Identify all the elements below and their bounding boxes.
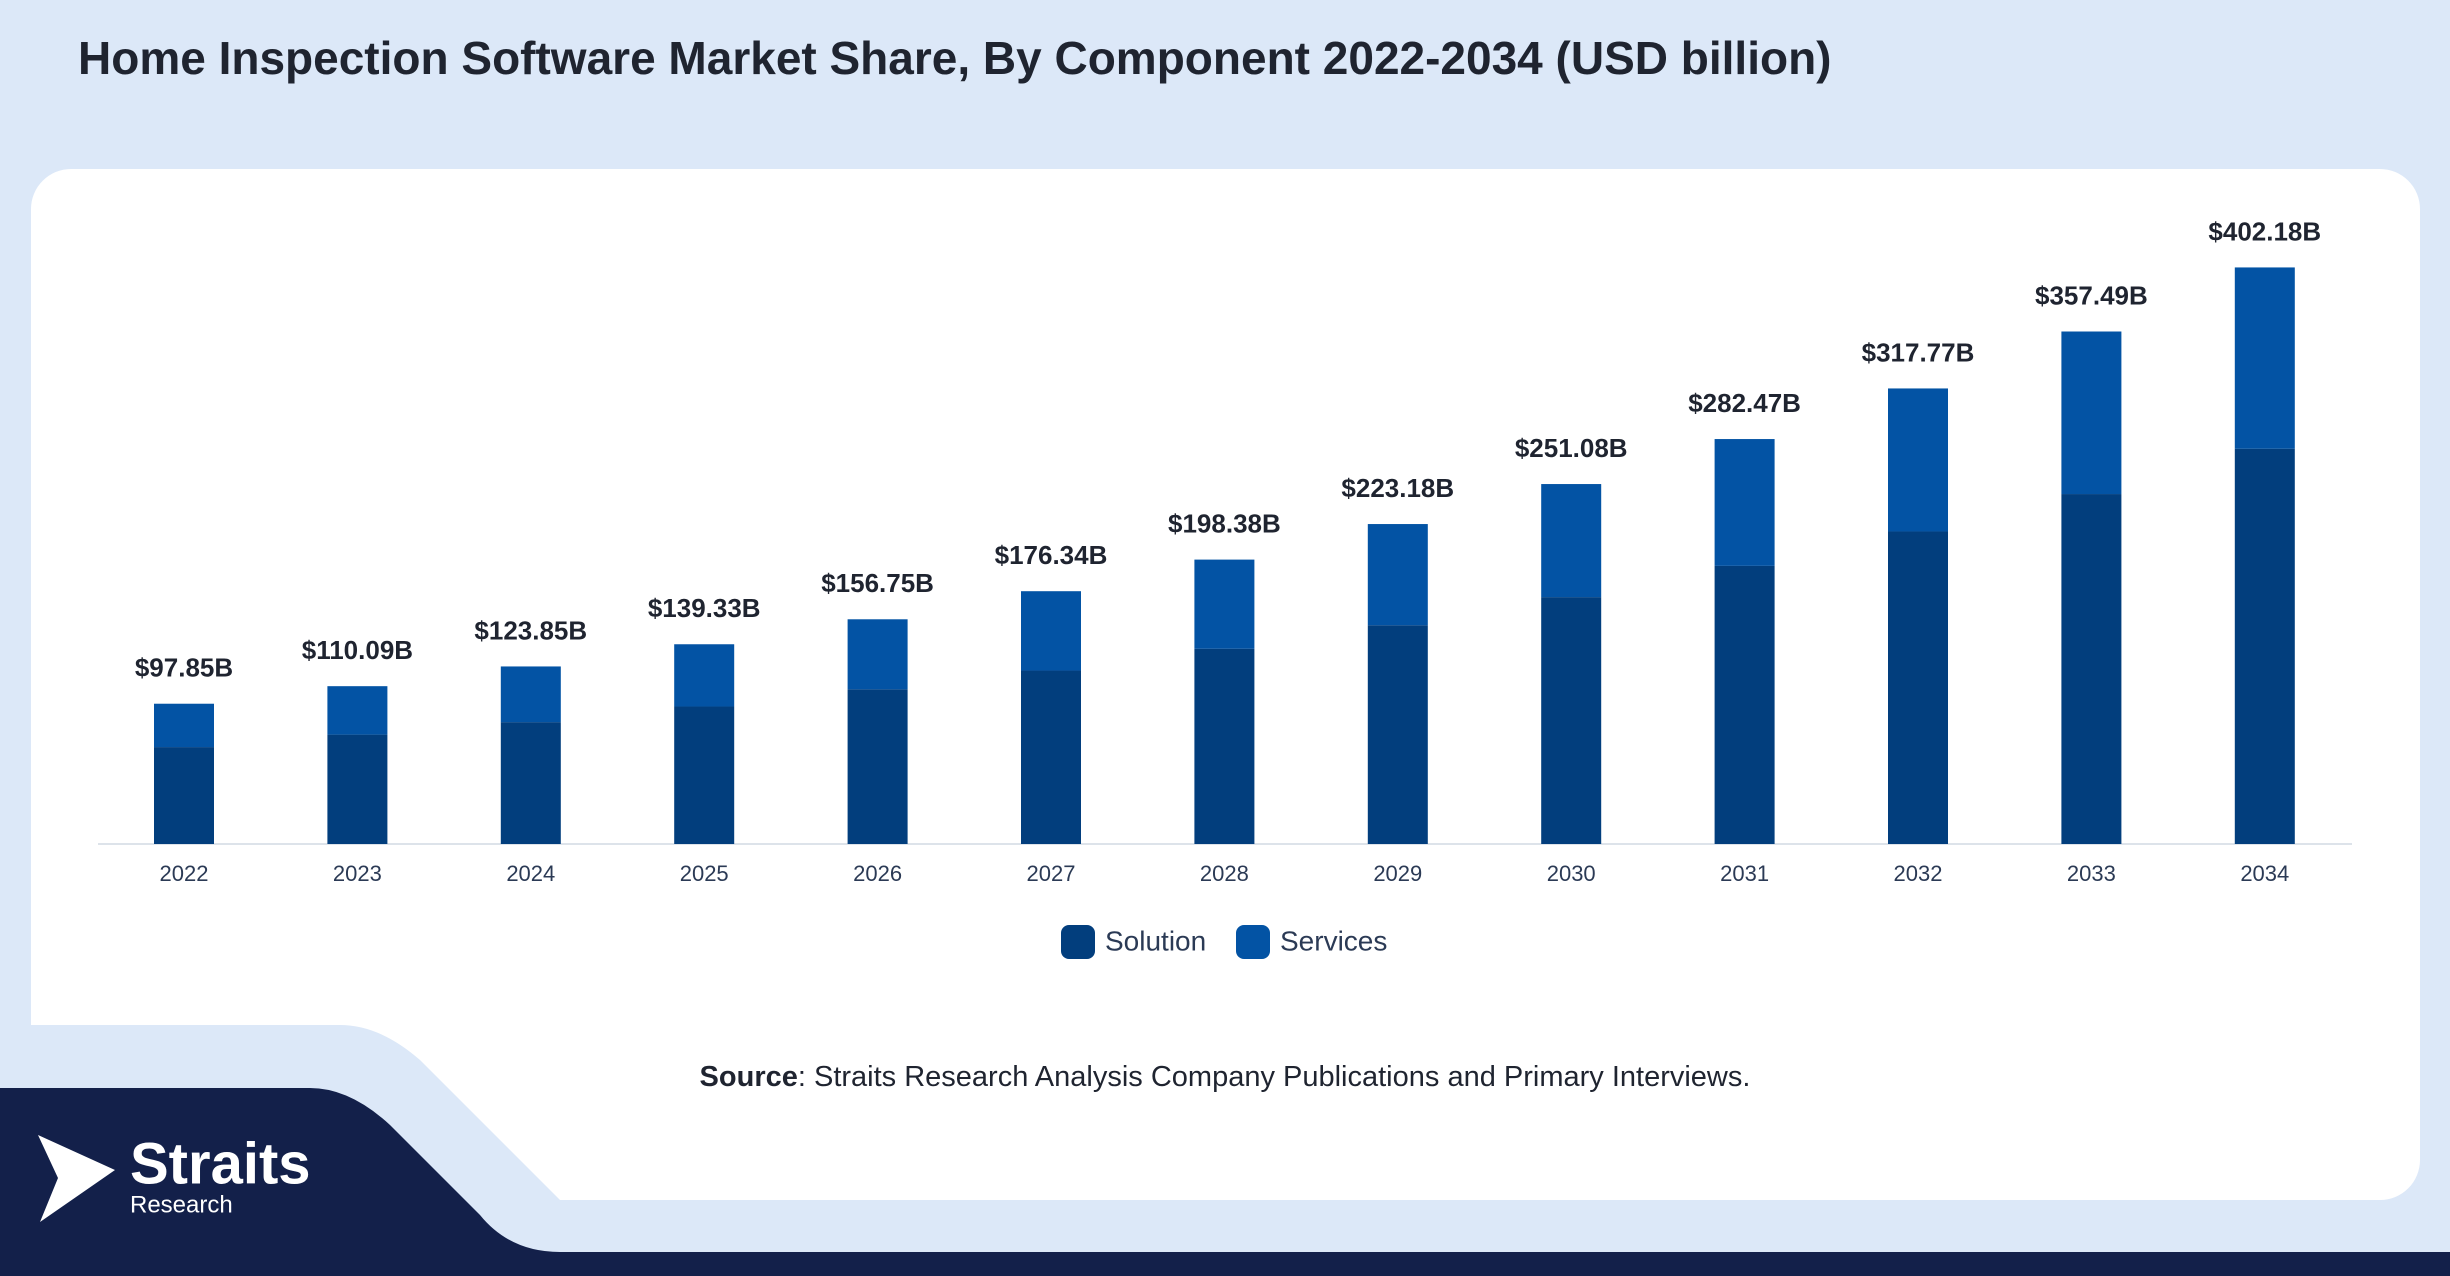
- total-label: $156.75B: [821, 568, 934, 598]
- x-tick-label: 2023: [333, 861, 382, 886]
- footer-band: [0, 1088, 2450, 1276]
- bar-segment: [1367, 524, 1428, 626]
- source-label: Source: [700, 1061, 798, 1093]
- x-tick-label: 2024: [506, 861, 555, 886]
- x-tick-label: 2025: [680, 861, 729, 886]
- logo-icon: [38, 1135, 115, 1222]
- bar-segment: [1714, 439, 1775, 566]
- total-label: $223.18B: [1341, 473, 1454, 503]
- bar-segment: [1888, 388, 1948, 532]
- x-tick-label: 2032: [1894, 861, 1943, 886]
- bar-segment: [674, 706, 735, 844]
- bar-segment: [154, 747, 214, 844]
- bar-segment: [327, 686, 388, 735]
- source: Source: Straits Research Analysis Compan…: [700, 1061, 1751, 1093]
- legend-label: Solution: [1105, 925, 1206, 956]
- total-label: $282.47B: [1688, 388, 1801, 418]
- bar-segment: [154, 703, 214, 748]
- bar-segment: [1541, 597, 1602, 844]
- bar-segment: [1021, 670, 1081, 844]
- bar-segment: [1021, 591, 1081, 671]
- chart-title: Home Inspection Software Market Share, B…: [78, 32, 1832, 84]
- x-tick-label: 2029: [1373, 861, 1422, 886]
- x-tick-label: 2031: [1720, 861, 1769, 886]
- legend-swatch: [1236, 925, 1270, 959]
- bar-segment: [1714, 565, 1775, 844]
- bar-segment: [2061, 331, 2122, 495]
- bar-segment: [2061, 494, 2122, 844]
- bar-segment: [500, 722, 561, 844]
- x-tick-label: 2033: [2067, 861, 2116, 886]
- x-tick-label: 2022: [160, 861, 209, 886]
- x-tick-label: 2034: [2240, 861, 2289, 886]
- bar-segment: [1194, 648, 1255, 844]
- total-label: $139.33B: [648, 593, 761, 623]
- logo-name: Straits: [130, 1131, 311, 1196]
- total-label: $317.77B: [1862, 337, 1975, 367]
- bar-segment: [2234, 448, 2295, 844]
- x-tick-label: 2027: [1027, 861, 1076, 886]
- total-label: $357.49B: [2035, 280, 2148, 310]
- bar-segment: [1367, 625, 1428, 844]
- bar-segment: [847, 689, 908, 844]
- bar-segment: [1194, 559, 1255, 649]
- x-tick-label: 2028: [1200, 861, 1249, 886]
- logo-sub: Research: [130, 1191, 233, 1218]
- total-label: $123.85B: [474, 615, 587, 645]
- bar-segment: [327, 734, 388, 844]
- bar-segment: [674, 644, 735, 707]
- bar-segment: [1888, 531, 1948, 844]
- total-label: $198.38B: [1168, 508, 1281, 538]
- total-label: $97.85B: [135, 653, 233, 683]
- x-tick-label: 2026: [853, 861, 902, 886]
- bar-segment: [1541, 484, 1602, 598]
- legend-swatch: [1061, 925, 1095, 959]
- total-label: $176.34B: [995, 540, 1108, 570]
- total-label: $402.18B: [2208, 216, 2321, 246]
- source-text: : Straits Research Analysis Company Publ…: [798, 1061, 1751, 1093]
- bar-segment: [847, 619, 908, 690]
- total-label: $251.08B: [1515, 433, 1628, 463]
- total-label: $110.09B: [302, 635, 413, 665]
- bar-segment: [2234, 267, 2295, 449]
- x-tick-label: 2030: [1547, 861, 1596, 886]
- legend-label: Services: [1280, 925, 1387, 956]
- bar-segment: [500, 666, 561, 723]
